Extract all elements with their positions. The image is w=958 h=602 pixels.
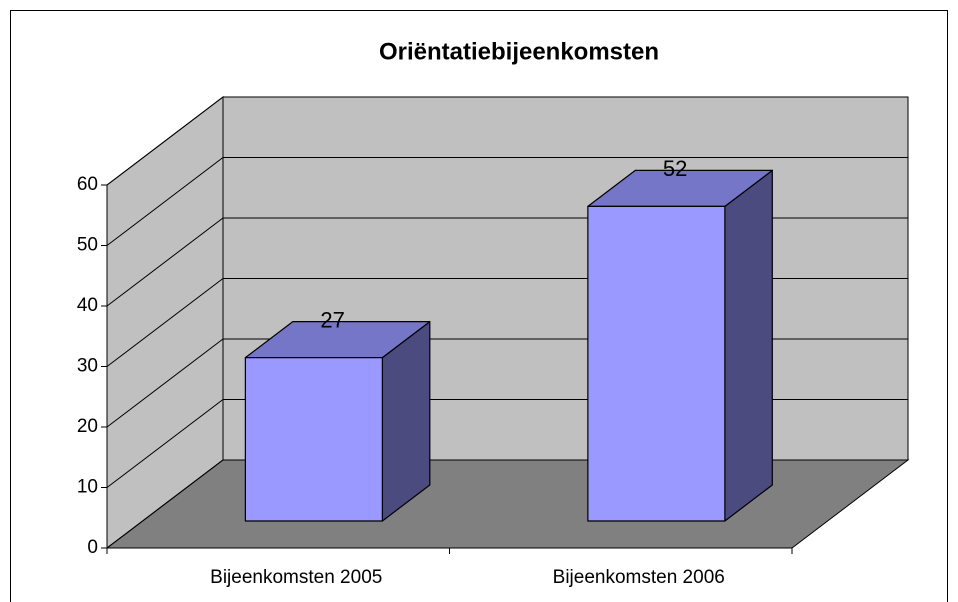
y-tick-label: 30: [77, 356, 98, 377]
grid-line: [106, 96, 908, 186]
floor: [105, 459, 910, 549]
y-tick-label: 40: [77, 295, 98, 316]
y-tick-label: 10: [77, 477, 98, 498]
chart-title: Oriëntatiebijeenkomsten: [379, 38, 659, 65]
y-tick-label: 50: [77, 235, 98, 256]
grid-line: [106, 157, 908, 246]
x-tick-label: Bijeenkomsten 2006: [553, 567, 725, 588]
value-label: 27: [320, 307, 344, 332]
y-tick-label: 20: [77, 416, 98, 437]
y-tick-label: 0: [87, 537, 98, 558]
bar-side: [724, 169, 773, 522]
x-tick-label: Bijeenkomsten 2005: [210, 567, 382, 588]
value-label: 52: [663, 156, 687, 181]
bar: [244, 357, 383, 522]
y-tick-label: 60: [77, 174, 98, 195]
bar: [587, 205, 726, 522]
